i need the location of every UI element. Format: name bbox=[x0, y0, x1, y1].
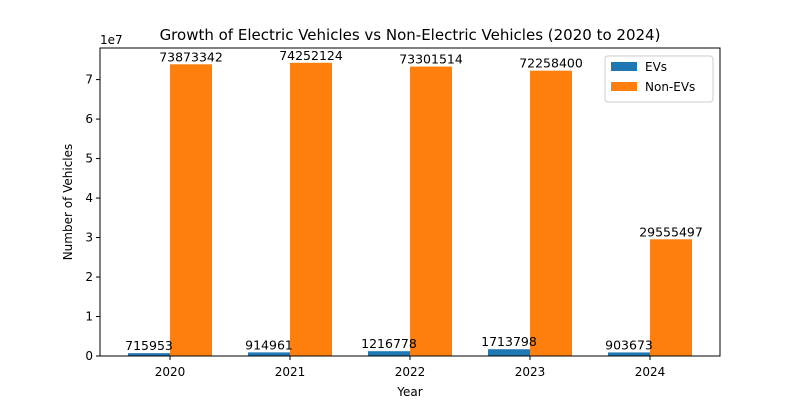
y-tick-label: 4 bbox=[85, 191, 93, 205]
bar-non-evs-2021 bbox=[290, 62, 332, 356]
bar-evs-2021 bbox=[248, 352, 290, 356]
y-tick-label: 5 bbox=[85, 152, 93, 166]
x-tick-label: 2020 bbox=[155, 365, 186, 379]
bar-evs-2022 bbox=[368, 351, 410, 356]
bar-non-evs-2022 bbox=[410, 66, 452, 357]
x-axis-label: Year bbox=[396, 385, 422, 399]
bar-evs-2020 bbox=[128, 353, 170, 356]
bar-label-evs-2020: 715953 bbox=[125, 338, 173, 353]
x-tick-label: 2021 bbox=[275, 365, 306, 379]
bar-label-evs-2023: 1713798 bbox=[481, 334, 537, 349]
y-tick-label: 2 bbox=[85, 270, 93, 284]
bar-label-evs-2022: 1216778 bbox=[361, 336, 417, 351]
bar-non-evs-2024 bbox=[650, 239, 692, 356]
y-tick-label: 0 bbox=[85, 349, 93, 363]
bar-non-evs-2020 bbox=[170, 64, 212, 356]
y-axis: 0 1 2 3 4 5 6 7 bbox=[85, 73, 100, 363]
y-tick-label: 1 bbox=[85, 310, 93, 324]
bar-evs-2023 bbox=[488, 349, 530, 356]
y-axis-offset-text: 1e7 bbox=[100, 33, 123, 47]
chart-title: Growth of Electric Vehicles vs Non-Elect… bbox=[160, 26, 661, 44]
legend-label-evs: EVs bbox=[645, 60, 667, 74]
legend-label-non-evs: Non-EVs bbox=[645, 80, 695, 94]
x-tick-label: 2023 bbox=[515, 365, 546, 379]
bar-label-non-evs-2020: 73873342 bbox=[159, 49, 223, 64]
bar-label-non-evs-2021: 74252124 bbox=[279, 48, 343, 63]
legend-swatch-evs bbox=[611, 62, 637, 71]
y-tick-label: 6 bbox=[85, 112, 93, 126]
x-tick-label: 2024 bbox=[635, 365, 666, 379]
bar-label-non-evs-2024: 29555497 bbox=[639, 224, 703, 239]
legend-swatch-non-evs bbox=[611, 82, 637, 91]
bar-label-non-evs-2022: 73301514 bbox=[399, 52, 463, 67]
bar-non-evs-2023 bbox=[530, 70, 572, 356]
bar-label-non-evs-2023: 72258400 bbox=[519, 56, 583, 71]
bar-label-evs-2021: 914961 bbox=[245, 337, 293, 352]
x-tick-label: 2022 bbox=[395, 365, 426, 379]
x-axis: 2020 2021 2022 2023 2024 bbox=[155, 356, 666, 379]
legend: EVs Non-EVs bbox=[604, 55, 714, 103]
bar-label-evs-2024: 903673 bbox=[605, 337, 653, 352]
bars-group bbox=[128, 62, 692, 357]
bar-labels-group: 715953 914961 1216778 1713798 903673 73873342… bbox=[125, 48, 703, 353]
bar-evs-2024 bbox=[608, 352, 650, 356]
y-tick-label: 3 bbox=[85, 231, 93, 245]
y-axis-label: Number of Vehicles bbox=[61, 144, 75, 261]
y-tick-label: 7 bbox=[85, 73, 93, 87]
